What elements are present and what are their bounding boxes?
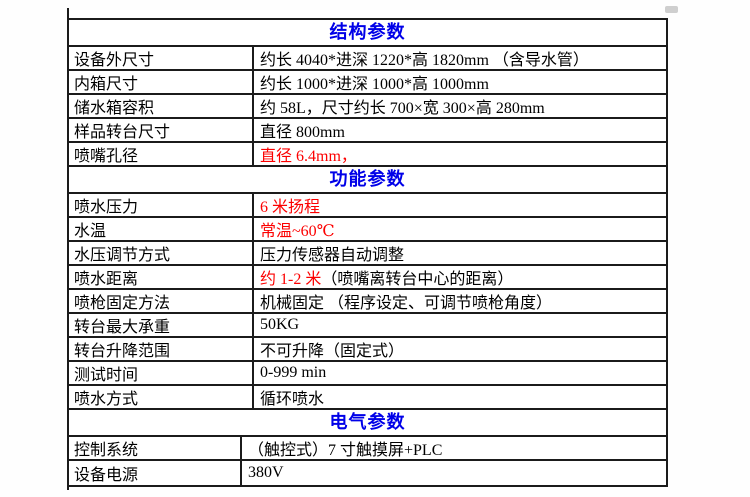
spec-row: 转台升降范围 不可升降（固定式） bbox=[69, 338, 666, 362]
spec-value-text: 压力传感器自动调整 bbox=[260, 247, 405, 264]
spec-value-text-highlighted: 约 1-2 米 bbox=[260, 271, 322, 288]
spec-value-text: （触控式）7 寸触摸屏+PLC bbox=[248, 442, 443, 459]
spec-value: 机械固定 （程序设定、可调节喷枪角度） bbox=[254, 290, 666, 312]
section-header-label: 结构参数 bbox=[329, 22, 406, 42]
spec-label: 喷水距离 bbox=[69, 266, 254, 288]
specification-table: 结构参数 设备外尺寸 约长 4040*进深 1220*高 1820mm （含导水… bbox=[67, 18, 668, 487]
spec-value-text: 约长 4040*进深 1220*高 1820mm （含导水管） bbox=[260, 52, 589, 69]
section-header: 结构参数 bbox=[69, 20, 666, 47]
spec-value: 直径 800mm bbox=[254, 119, 666, 141]
spec-value-note: （喷嘴离转台中心的距离） bbox=[321, 271, 514, 288]
spec-value: 常温~60℃ bbox=[254, 218, 666, 240]
spec-value: 约 58L，尺寸约长 700×宽 300×高 280mm bbox=[254, 95, 666, 117]
spec-row: 水温 常温~60℃ bbox=[69, 218, 666, 242]
spec-row: 测试时间 0-999 min bbox=[69, 362, 666, 386]
spec-value: 直径 6.4mm， bbox=[254, 143, 666, 165]
spec-row: 水压调节方式 压力传感器自动调整 bbox=[69, 242, 666, 266]
section-electrical-params: 电气参数 控制系统 （触控式）7 寸触摸屏+PLC 设备电源 380V bbox=[69, 410, 666, 485]
spec-value: 380V bbox=[242, 461, 666, 485]
spec-row: 喷枪固定方法 机械固定 （程序设定、可调节喷枪角度） bbox=[69, 290, 666, 314]
spec-row: 设备外尺寸 约长 4040*进深 1220*高 1820mm （含导水管） bbox=[69, 47, 666, 71]
spec-value-text-highlighted: 常温~60℃ bbox=[260, 223, 335, 240]
spec-row: 喷嘴孔径 直径 6.4mm， bbox=[69, 143, 666, 167]
spec-value-text-highlighted: 直径 6.4mm， bbox=[260, 148, 357, 165]
spec-value-text: 不可升降（固定式） bbox=[260, 343, 405, 360]
spec-value: 循环喷水 bbox=[254, 386, 666, 408]
section-header-label: 电气参数 bbox=[329, 412, 406, 432]
section-header: 电气参数 bbox=[69, 410, 666, 437]
spec-value: 50KG bbox=[254, 314, 666, 336]
spec-label: 测试时间 bbox=[69, 362, 254, 384]
spec-value: 约长 1000*进深 1000*高 1000mm bbox=[254, 71, 666, 93]
spec-label: 喷枪固定方法 bbox=[69, 290, 254, 312]
spec-label: 转台升降范围 bbox=[69, 338, 254, 360]
spec-row: 样品转台尺寸 直径 800mm bbox=[69, 119, 666, 143]
spec-row: 内箱尺寸 约长 1000*进深 1000*高 1000mm bbox=[69, 71, 666, 95]
spec-value-text: 循环喷水 bbox=[260, 391, 325, 408]
spec-value: 不可升降（固定式） bbox=[254, 338, 666, 360]
spec-label: 喷水压力 bbox=[69, 194, 254, 216]
section-functional-params: 功能参数 喷水压力 6 米扬程 水温 常温~60℃ 水压调节方式 压力传感器自动… bbox=[69, 167, 666, 410]
scan-artifact bbox=[665, 6, 678, 13]
spec-value-text: 0-999 min bbox=[260, 364, 327, 381]
spec-row: 转台最大承重 50KG bbox=[69, 314, 666, 338]
spec-label: 水温 bbox=[69, 218, 254, 240]
spec-value-text: 约 58L，尺寸约长 700×宽 300×高 280mm bbox=[260, 100, 545, 117]
spec-value-text: 机械固定 （程序设定、可调节喷枪角度） bbox=[260, 295, 553, 312]
section-header: 功能参数 bbox=[69, 167, 666, 194]
table-border-tick-top bbox=[67, 8, 69, 20]
spec-value-text-highlighted: 6 米扬程 bbox=[260, 199, 321, 216]
spec-label: 储水箱容积 bbox=[69, 95, 254, 117]
spec-row: 喷水距离 约 1-2 米 （喷嘴离转台中心的距离） bbox=[69, 266, 666, 290]
spec-value-text: 50KG bbox=[260, 316, 300, 333]
spec-label: 水压调节方式 bbox=[69, 242, 254, 264]
spec-row: 控制系统 （触控式）7 寸触摸屏+PLC bbox=[69, 437, 666, 461]
spec-row: 喷水方式 循环喷水 bbox=[69, 386, 666, 410]
spec-row: 储水箱容积 约 58L，尺寸约长 700×宽 300×高 280mm bbox=[69, 95, 666, 119]
spec-label: 喷嘴孔径 bbox=[69, 143, 254, 165]
spec-label: 样品转台尺寸 bbox=[69, 119, 254, 141]
spec-label: 内箱尺寸 bbox=[69, 71, 254, 93]
spec-label: 转台最大承重 bbox=[69, 314, 254, 336]
spec-value: 6 米扬程 bbox=[254, 194, 666, 216]
spec-value: （触控式）7 寸触摸屏+PLC bbox=[242, 437, 666, 459]
section-header-label: 功能参数 bbox=[329, 169, 406, 189]
spec-row: 设备电源 380V bbox=[69, 461, 666, 485]
spec-label: 喷水方式 bbox=[69, 386, 254, 408]
spec-label: 设备电源 bbox=[69, 461, 242, 485]
table-border-tick-bottom bbox=[67, 484, 69, 490]
spec-label: 控制系统 bbox=[69, 437, 242, 459]
spec-value-text: 直径 800mm bbox=[260, 124, 345, 141]
spec-value: 约 1-2 米 （喷嘴离转台中心的距离） bbox=[254, 266, 666, 288]
spec-value: 0-999 min bbox=[254, 362, 666, 384]
spec-value-text: 约长 1000*进深 1000*高 1000mm bbox=[260, 76, 489, 93]
section-structural-params: 结构参数 设备外尺寸 约长 4040*进深 1220*高 1820mm （含导水… bbox=[69, 20, 666, 167]
spec-value: 约长 4040*进深 1220*高 1820mm （含导水管） bbox=[254, 47, 666, 69]
spec-value-text: 380V bbox=[248, 464, 284, 481]
spec-label: 设备外尺寸 bbox=[69, 47, 254, 69]
spec-value: 压力传感器自动调整 bbox=[254, 242, 666, 264]
spec-row: 喷水压力 6 米扬程 bbox=[69, 194, 666, 218]
